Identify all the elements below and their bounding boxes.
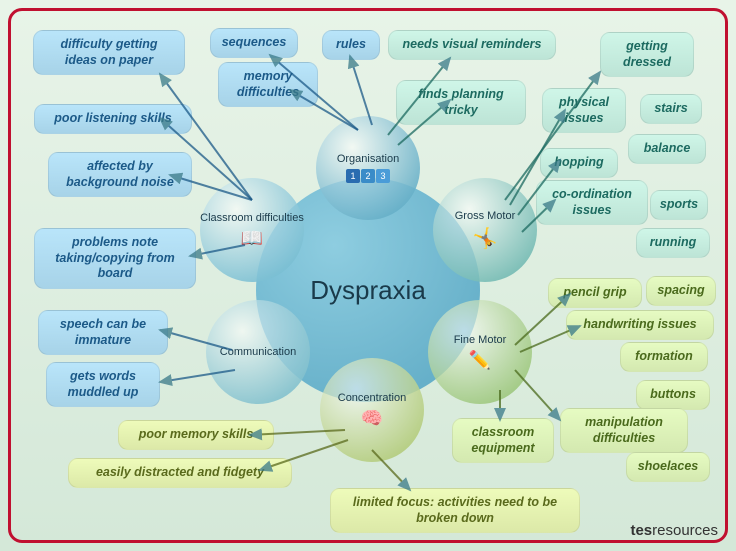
leaf-bubble: manipulation difficulties <box>560 408 688 453</box>
leaf-bubble: spacing <box>646 276 716 306</box>
leaf-bubble: hopping <box>540 148 618 178</box>
branch-label: Communication <box>220 346 296 358</box>
branch-gross: Gross Motor 🤸 <box>433 178 537 282</box>
brand-bold: tes <box>630 522 652 539</box>
leaf-bubble: memory difficulties <box>218 62 318 107</box>
leaf-bubble: shoelaces <box>626 452 710 482</box>
leaf-bubble: gets words muddled up <box>46 362 160 407</box>
mindmap-canvas: DyspraxiaOrganisation123Gross Motor🤸Fine… <box>0 0 736 551</box>
leaf-bubble: classroom equipment <box>452 418 554 463</box>
branch-fine: Fine Motor ✏️ <box>428 300 532 404</box>
leaf-bubble: rules <box>322 30 380 60</box>
branch-concentration: Concentration 🧠 <box>320 358 424 462</box>
leaf-bubble: pencil grip <box>548 278 642 308</box>
leaf-bubble: getting dressed <box>600 32 694 77</box>
leaf-bubble: speech can be immature <box>38 310 168 355</box>
branch-label: Classroom difficulties <box>200 212 304 224</box>
footer-brand: tesresources <box>630 522 718 539</box>
book-icon: 📖 <box>241 228 263 249</box>
leaf-bubble: difficulty getting ideas on paper <box>33 30 185 75</box>
branch-label: Gross Motor <box>455 210 516 222</box>
leaf-bubble: stairs <box>640 94 702 124</box>
leaf-bubble: co-ordination issues <box>536 180 648 225</box>
branch-communication: Communication <box>206 300 310 404</box>
branch-classroom: Classroom difficulties 📖 <box>200 178 304 282</box>
branch-label: Organisation <box>337 153 399 165</box>
leaf-bubble: buttons <box>636 380 710 410</box>
branch-label: Fine Motor <box>454 334 507 346</box>
branch-label: Concentration <box>338 392 407 404</box>
leaf-bubble: easily distracted and fidgety <box>68 458 292 488</box>
leaf-bubble: balance <box>628 134 706 164</box>
pencil-icon: ✏️ <box>469 350 491 371</box>
leaf-bubble: problems note taking/copying from board <box>34 228 196 289</box>
leaf-bubble: needs visual reminders <box>388 30 556 60</box>
branch-organisation: Organisation 123 <box>316 116 420 220</box>
leaf-bubble: formation <box>620 342 708 372</box>
leaf-bubble: running <box>636 228 710 258</box>
leaf-bubble: handwriting issues <box>566 310 714 340</box>
leaf-bubble: poor listening skills <box>34 104 192 134</box>
leaf-bubble: sequences <box>210 28 298 58</box>
leaf-bubble: physical issues <box>542 88 626 133</box>
brain-icon: 🧠 <box>361 408 383 429</box>
leaf-bubble: sports <box>650 190 708 220</box>
brand-rest: resources <box>652 522 718 539</box>
leaf-bubble: limited focus: activities need to be bro… <box>330 488 580 533</box>
leaf-bubble: finds planning tricky <box>396 80 526 125</box>
leaf-bubble: poor memory skills <box>118 420 274 450</box>
leaf-bubble: affected by background noise <box>48 152 192 197</box>
child-icon: 🤸 <box>473 226 498 251</box>
steps-icon: 123 <box>346 169 390 183</box>
